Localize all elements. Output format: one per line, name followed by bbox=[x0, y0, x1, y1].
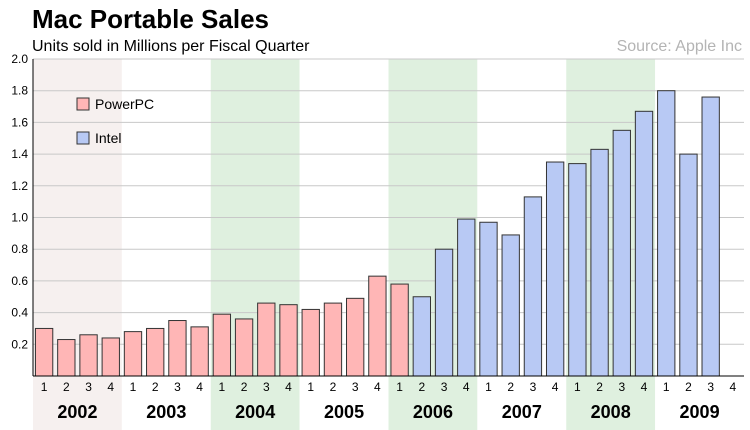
bar-powerpc-15 bbox=[368, 275, 387, 377]
bar-powerpc-7 bbox=[190, 326, 209, 377]
bar-powerpc-9 bbox=[234, 318, 254, 377]
x-tick-label: 4 bbox=[196, 380, 203, 394]
bars-layer bbox=[34, 90, 720, 377]
x-tick-label: 2 bbox=[241, 380, 248, 394]
legend-label-powerpc: PowerPC bbox=[95, 96, 154, 112]
bar-intel-23 bbox=[545, 161, 565, 377]
x-tick-label: 3 bbox=[352, 380, 359, 394]
bar-powerpc-1 bbox=[57, 339, 76, 377]
x-tick-label: 4 bbox=[552, 380, 559, 394]
x-tick-label: 3 bbox=[263, 380, 270, 394]
year-label-2007: 2007 bbox=[502, 402, 542, 422]
bar-powerpc-5 bbox=[146, 327, 165, 377]
bar-intel-19 bbox=[457, 218, 476, 377]
bar-powerpc-8 bbox=[212, 313, 232, 377]
bar-powerpc-12 bbox=[301, 308, 320, 377]
bar-powerpc-10 bbox=[257, 302, 276, 377]
legend-swatch-intel bbox=[76, 131, 90, 145]
x-tick-label: 2 bbox=[418, 380, 425, 394]
x-tick-label: 2 bbox=[152, 380, 159, 394]
x-tick-label: 2 bbox=[685, 380, 692, 394]
y-tick-label: 1.8 bbox=[11, 84, 28, 98]
chart-subtitle: Units sold in Millions per Fiscal Quarte… bbox=[32, 38, 310, 55]
legend: PowerPC Intel bbox=[76, 96, 154, 146]
bar-intel-28 bbox=[657, 90, 676, 377]
y-tick-label: 0.8 bbox=[11, 242, 28, 256]
labels-layer: 0.20.40.60.81.01.21.41.61.82.01 2 3 4 1 2 3 4 1 2… bbox=[11, 52, 736, 422]
axes-layer bbox=[32, 59, 744, 377]
x-tick-label: 3 bbox=[85, 380, 92, 394]
legend-label-intel: Intel bbox=[95, 130, 121, 146]
x-tick-label: 1 bbox=[219, 380, 226, 394]
x-tick-label: 2 bbox=[63, 380, 70, 394]
chart-source: Source: Apple Inc bbox=[617, 38, 742, 55]
x-tick-label: 1 bbox=[663, 380, 670, 394]
bar-intel-18 bbox=[434, 248, 454, 377]
x-tick-label: 3 bbox=[441, 380, 448, 394]
year-label-2008: 2008 bbox=[591, 402, 631, 422]
y-tick-label: 1.0 bbox=[11, 211, 28, 225]
y-tick-label: 0.6 bbox=[11, 274, 28, 288]
y-tick-label: 0.2 bbox=[11, 337, 28, 351]
bar-intel-17 bbox=[412, 296, 431, 377]
bar-powerpc-0 bbox=[34, 327, 54, 377]
x-tick-label: 1 bbox=[574, 380, 581, 394]
bar-powerpc-14 bbox=[346, 297, 365, 377]
y-tick-label: 1.6 bbox=[11, 115, 28, 129]
bar-intel-30 bbox=[701, 96, 720, 377]
x-tick-label: 1 bbox=[307, 380, 314, 394]
chart-title: Mac Portable Sales bbox=[32, 4, 269, 34]
x-tick-label: 2 bbox=[596, 380, 603, 394]
x-tick-label: 1 bbox=[396, 380, 403, 394]
bar-powerpc-3 bbox=[101, 337, 120, 377]
x-tick-label: 4 bbox=[374, 380, 381, 394]
year-label-2009: 2009 bbox=[680, 402, 720, 422]
x-tick-label: 1 bbox=[485, 380, 492, 394]
x-tick-label: 4 bbox=[107, 380, 114, 394]
bar-intel-27 bbox=[634, 110, 654, 377]
bar-intel-29 bbox=[679, 153, 698, 377]
x-tick-label: 4 bbox=[285, 380, 292, 394]
y-tick-label: 0.4 bbox=[11, 306, 28, 320]
x-tick-label: 4 bbox=[730, 380, 737, 394]
year-label-2002: 2002 bbox=[57, 402, 97, 422]
bar-intel-20 bbox=[479, 221, 498, 377]
y-tick-label: 1.2 bbox=[11, 179, 28, 193]
x-tick-label: 4 bbox=[463, 380, 470, 394]
x-tick-label: 3 bbox=[174, 380, 181, 394]
y-tick-label: 1.4 bbox=[11, 147, 28, 161]
year-label-2006: 2006 bbox=[413, 402, 453, 422]
bar-intel-25 bbox=[590, 148, 609, 377]
bar-powerpc-13 bbox=[323, 302, 343, 377]
bar-powerpc-6 bbox=[168, 320, 187, 377]
x-tick-label: 2 bbox=[330, 380, 337, 394]
x-tick-label: 2 bbox=[507, 380, 514, 394]
year-label-2003: 2003 bbox=[146, 402, 186, 422]
x-tick-label: 3 bbox=[707, 380, 714, 394]
bar-powerpc-4 bbox=[123, 331, 143, 377]
bar-intel-24 bbox=[568, 163, 587, 377]
bar-powerpc-11 bbox=[279, 304, 298, 377]
year-label-2004: 2004 bbox=[235, 402, 275, 422]
x-tick-label: 4 bbox=[641, 380, 648, 394]
bar-powerpc-16 bbox=[390, 283, 409, 377]
x-tick-label: 3 bbox=[618, 380, 625, 394]
x-tick-label: 3 bbox=[530, 380, 537, 394]
bar-intel-21 bbox=[501, 234, 520, 377]
y-tick-label: 2.0 bbox=[11, 52, 28, 66]
bar-intel-22 bbox=[523, 196, 543, 377]
bar-intel-26 bbox=[612, 129, 631, 377]
year-label-2005: 2005 bbox=[324, 402, 364, 422]
x-tick-label: 1 bbox=[130, 380, 137, 394]
x-tick-label: 1 bbox=[41, 380, 48, 394]
legend-swatch-powerpc bbox=[76, 97, 90, 111]
bar-powerpc-2 bbox=[79, 334, 98, 377]
